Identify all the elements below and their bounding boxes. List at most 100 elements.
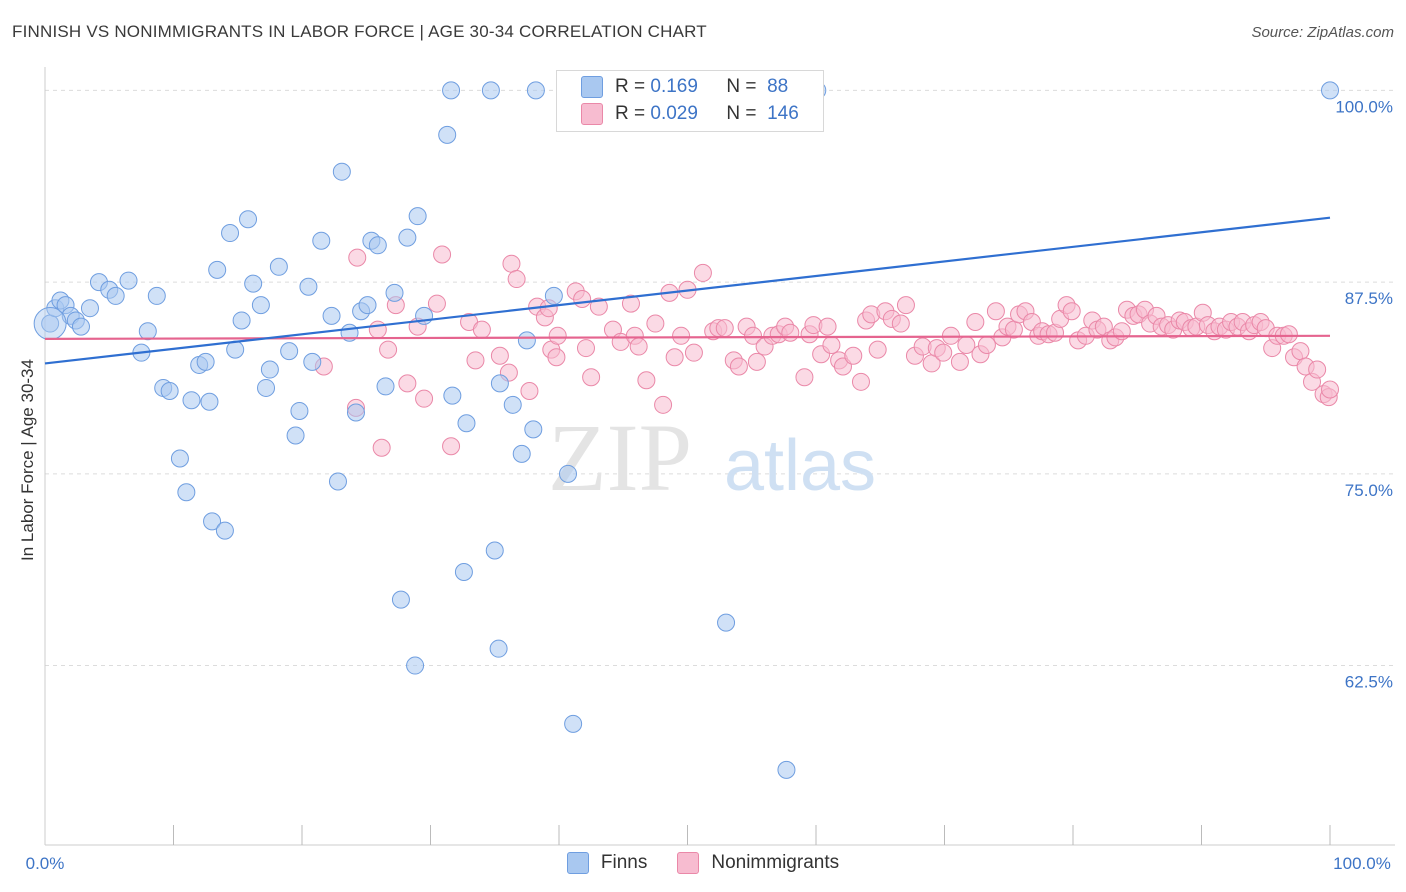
finn-point [269,257,288,276]
finns-n-value: 88 [767,76,789,97]
finn-point [368,236,387,255]
nonimmigrant-point [372,438,391,457]
finn-point [777,760,796,779]
nonimmigrant-point [729,357,748,376]
nonimmigrant-point [986,302,1005,321]
nonimmigrant-point [1291,342,1310,361]
finn-point [524,420,543,439]
nonimmigrant-point [665,348,684,367]
x-tick-label-left: 0.0% [26,854,65,873]
nonimmigrant-point [466,351,485,370]
finns-trend-line [44,216,1331,365]
nonimmigrant-point [502,254,521,273]
nonimmigrant-point [573,289,592,308]
nonimmigrant-point [582,368,601,387]
nonimmigrant-point [693,263,712,282]
nonimmigrant-point [781,323,800,342]
y-tick-label: 100.0% [1335,97,1393,116]
finn-point [376,377,395,396]
finn-point [177,483,196,502]
finn-point [170,449,189,468]
nonimmigrant-point [433,245,452,264]
nonimmigrant-point [844,346,863,365]
nonimmigrant-point [547,348,566,367]
finns-r-value: 0.169 [650,76,698,97]
finn-point [385,283,404,302]
non-n-label: N = [726,103,757,124]
finn-point [160,382,179,401]
finn-point [138,322,157,341]
nonimmigrant-point [427,294,446,313]
bottom-finns-swatch [566,852,589,874]
nonimmigrant-point [795,368,814,387]
y-tick-label: 62.5% [1345,673,1393,692]
nonimmigrant-point [868,340,887,359]
nonimmigrant-point [398,374,417,393]
finn-point [512,444,531,463]
finn-point [1321,81,1339,100]
finn-point [280,342,299,361]
finn-point [517,331,536,350]
watermark: ZIP atlas [548,404,876,511]
finn-point [717,613,736,632]
nonimmigrant-point [379,340,398,359]
nonimmigrants-swatch [581,103,603,125]
finn-point [544,286,563,305]
tick-labels: 100.0% 87.5% 75.0% 62.5% 0.0% 100.0% [26,97,1393,873]
nonimmigrant-point [490,346,509,365]
nonimmigrant-point [934,343,953,362]
watermark-atlas: atlas [724,426,876,506]
nonimmigrant-point [621,294,640,313]
watermark-zip: ZIP [548,404,692,511]
finn-point [489,639,508,658]
nonimmigrant-point [415,389,434,408]
non-r-label: R = [615,103,646,124]
nonimmigrant-point [589,297,608,316]
nonimmigrant-point [548,326,567,345]
nonimmigrant-point [348,248,367,267]
axes [44,67,1395,846]
bottom-non-label: Nonimmigrants [711,852,840,873]
finn-point [481,81,500,100]
finn-point [454,562,473,581]
y-tick-label: 87.5% [1345,289,1393,308]
finn-point [208,260,227,279]
non-r-value: 0.029 [650,103,698,124]
finn-point [442,81,461,100]
nonimmigrant-point [896,296,915,315]
finn-point [196,352,215,371]
nonimmigrant-point [966,312,985,331]
finn-point [239,210,258,229]
nonimmigrant-point [629,337,648,356]
finn-point [106,286,125,305]
bottom-non-swatch [677,852,700,874]
nonimmigrant-point [1062,302,1081,321]
nonimmigrant-point [1279,325,1298,344]
finn-point [33,307,67,341]
nonimmigrant-point [1321,380,1339,399]
finn-point [221,224,240,243]
finn-point [200,392,219,411]
finn-point [406,656,425,675]
finn-point [257,378,276,397]
finn-point [244,274,263,293]
finn-point [290,401,309,420]
finn-point [438,125,457,144]
nonimmigrant-point [637,371,656,390]
finn-point [457,414,476,433]
nonimmigrant-point [818,317,837,336]
finn-point [358,296,377,315]
finns-swatch [581,76,603,98]
finn-point [503,395,522,414]
legend-row-nonimmigrants: R = 0.029 N = 146 [581,102,799,126]
legend-row-finns: R = 0.169 N = 88 [581,75,788,99]
finn-point [232,311,251,330]
finn-point [299,277,318,296]
nonimmigrant-point [368,320,387,339]
finn-point [398,228,417,247]
finn-point [119,271,138,290]
finn-point [328,472,347,491]
bottom-finns-label: Finns [600,852,648,873]
finn-point [564,714,583,733]
